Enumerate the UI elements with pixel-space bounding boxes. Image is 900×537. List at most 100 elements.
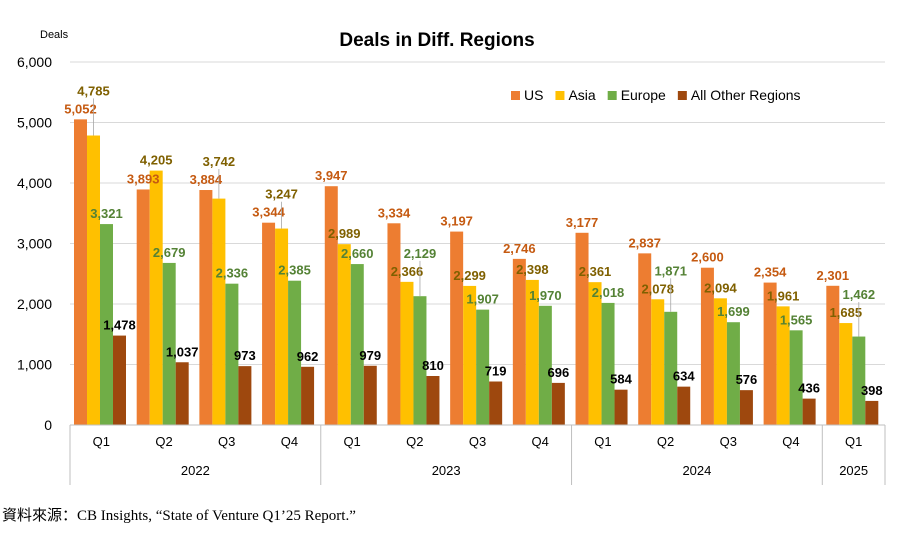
bar-asia bbox=[588, 282, 602, 425]
bar-europe bbox=[664, 311, 678, 425]
bar-us bbox=[575, 232, 589, 425]
bar-all-other-regions bbox=[614, 389, 628, 425]
y-tick-label: 5,000 bbox=[17, 115, 52, 131]
bar-all-other-regions bbox=[677, 386, 691, 425]
y-tick-label: 3,000 bbox=[17, 236, 52, 252]
data-label: 2,094 bbox=[704, 280, 737, 295]
x-tick-label: Q3 bbox=[469, 434, 486, 449]
legend-swatch bbox=[677, 91, 687, 100]
data-label: 1,565 bbox=[780, 312, 813, 327]
x-tick-label: Q1 bbox=[845, 434, 862, 449]
bar-all-other-regions bbox=[363, 365, 377, 425]
data-label: 2,989 bbox=[328, 226, 361, 241]
data-label: 2,301 bbox=[817, 268, 850, 283]
year-label: 2025 bbox=[839, 463, 868, 478]
data-label: 4,205 bbox=[140, 153, 173, 168]
data-label: 3,334 bbox=[378, 205, 411, 220]
data-label: 5,052 bbox=[64, 101, 97, 116]
bar-us bbox=[262, 222, 276, 425]
data-label: 2,398 bbox=[516, 262, 549, 277]
data-label: 2,600 bbox=[691, 250, 724, 265]
bar-asia bbox=[212, 198, 226, 425]
y-tick-label: 2,000 bbox=[17, 296, 52, 312]
bar-all-other-regions bbox=[551, 382, 565, 425]
data-label: 584 bbox=[610, 372, 632, 387]
bar-europe bbox=[162, 262, 176, 425]
bar-us bbox=[450, 231, 464, 425]
data-label: 1,037 bbox=[166, 344, 199, 359]
bar-us bbox=[199, 190, 213, 425]
bar-asia bbox=[87, 135, 100, 425]
data-label: 962 bbox=[297, 349, 319, 364]
data-label: 2,366 bbox=[391, 264, 424, 279]
data-label: 810 bbox=[422, 358, 444, 373]
chart-title: Deals in Diff. Regions bbox=[339, 30, 534, 51]
data-label: 2,336 bbox=[216, 266, 249, 281]
bar-europe bbox=[726, 322, 740, 425]
data-label: 2,679 bbox=[153, 245, 186, 260]
data-label: 436 bbox=[798, 381, 820, 396]
bar-europe bbox=[288, 280, 302, 425]
bar-asia bbox=[463, 285, 477, 425]
y-axis-label: Deals bbox=[40, 29, 69, 41]
bar-europe bbox=[852, 336, 866, 425]
data-label: 719 bbox=[485, 364, 507, 379]
bar-all-other-regions bbox=[865, 400, 879, 425]
data-label: 2,837 bbox=[628, 235, 661, 250]
bar-europe bbox=[789, 330, 803, 425]
data-label: 1,970 bbox=[529, 288, 562, 303]
data-label: 2,018 bbox=[592, 285, 625, 300]
bar-europe bbox=[476, 309, 490, 425]
bar-us bbox=[512, 258, 526, 425]
data-label: 696 bbox=[547, 365, 569, 380]
year-label: 2023 bbox=[432, 463, 461, 478]
legend-swatch bbox=[511, 91, 520, 100]
bar-all-other-regions bbox=[175, 362, 189, 425]
bar-europe bbox=[350, 264, 364, 425]
bar-all-other-regions bbox=[739, 390, 753, 425]
source-note: 資料來源：CB Insights, “State of Venture Q1’2… bbox=[2, 508, 356, 524]
data-label: 3,884 bbox=[190, 172, 223, 187]
bar-all-other-regions bbox=[489, 381, 503, 425]
y-tick-label: 6,000 bbox=[17, 54, 52, 70]
legend-swatch bbox=[607, 91, 617, 100]
data-label: 3,197 bbox=[440, 214, 473, 229]
bar-chart: Deals in Diff. Regions Deals 0 1,000 2,000 3,… bbox=[17, 29, 886, 485]
bar-us bbox=[74, 119, 87, 425]
bar-us bbox=[763, 282, 777, 425]
data-label: 2,746 bbox=[503, 241, 536, 256]
legend-label: Europe bbox=[621, 87, 666, 103]
bar-europe bbox=[100, 224, 113, 425]
data-label: 2,660 bbox=[341, 246, 374, 261]
bar-us bbox=[324, 186, 338, 425]
x-tick-label: Q1 bbox=[93, 434, 110, 449]
data-label: 1,478 bbox=[103, 318, 136, 333]
data-label: 1,907 bbox=[466, 292, 499, 307]
data-label: 973 bbox=[234, 348, 256, 363]
data-label: 1,871 bbox=[654, 263, 687, 278]
legend-label: All Other Regions bbox=[691, 87, 801, 103]
x-tick-label: Q4 bbox=[532, 434, 549, 449]
data-label: 2,129 bbox=[404, 246, 437, 261]
data-label: 3,321 bbox=[90, 206, 123, 221]
bar-us bbox=[638, 253, 652, 425]
data-label: 4,785 bbox=[77, 83, 110, 98]
bar-asia bbox=[275, 228, 289, 425]
bar-asia bbox=[839, 323, 853, 425]
x-tick-label: Q2 bbox=[155, 434, 172, 449]
bar-all-other-regions bbox=[301, 366, 315, 425]
x-tick-label: Q2 bbox=[657, 434, 674, 449]
bar-asia bbox=[713, 298, 727, 425]
data-label: 3,947 bbox=[315, 168, 348, 183]
x-tick-label: Q1 bbox=[343, 434, 360, 449]
data-label: 2,299 bbox=[453, 268, 486, 283]
bar-us bbox=[826, 285, 840, 425]
x-tick-label: Q1 bbox=[594, 434, 611, 449]
data-label: 3,742 bbox=[203, 154, 236, 169]
data-label: 3,344 bbox=[252, 205, 285, 220]
x-tick-label: Q3 bbox=[218, 434, 235, 449]
x-tick-label: Q4 bbox=[782, 434, 799, 449]
bar-asia bbox=[776, 306, 790, 425]
data-label: 2,354 bbox=[754, 265, 787, 280]
data-label: 3,893 bbox=[127, 171, 160, 186]
